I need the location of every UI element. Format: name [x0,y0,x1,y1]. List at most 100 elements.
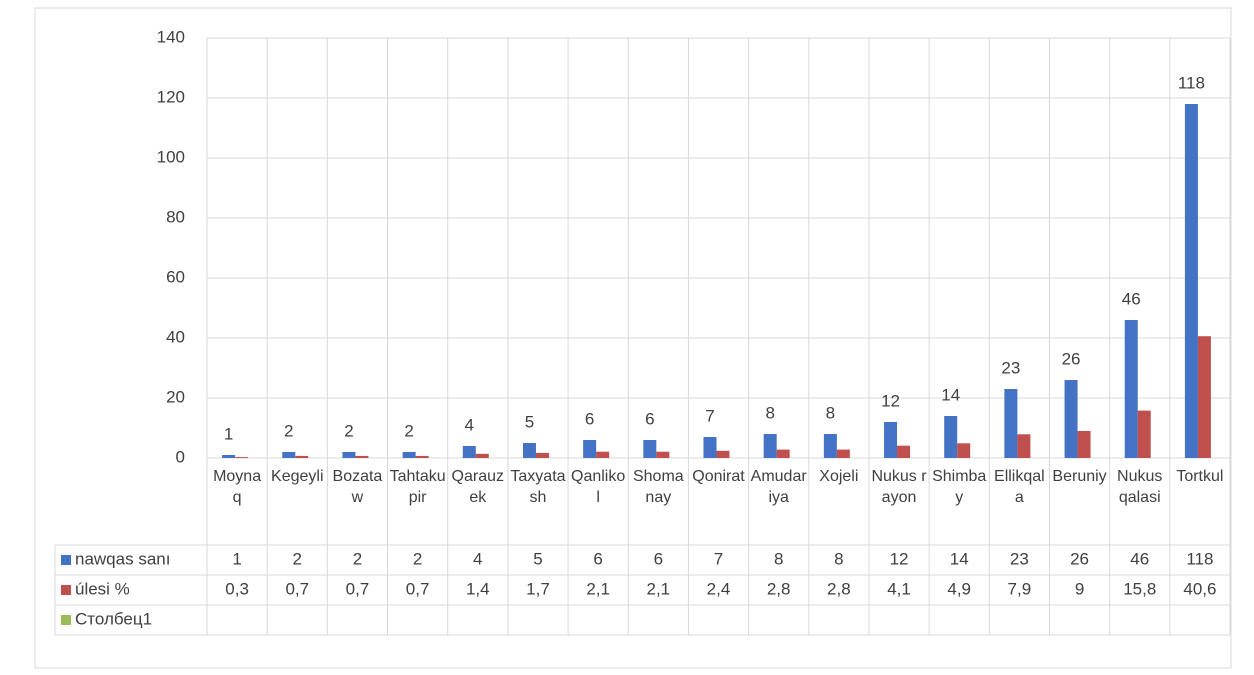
bar [295,455,309,458]
table-cell: 4,1 [887,579,911,598]
data-label: 12 [881,391,900,410]
table-cell: 0,7 [285,579,309,598]
x-tick-label: Tahtakupir [389,468,446,506]
table-cell: 0,7 [406,579,430,598]
bar [716,450,730,458]
bar [535,452,549,458]
legend-swatch [61,585,71,595]
data-label: 7 [705,406,714,425]
bar [522,443,536,458]
y-tick-label: 20 [166,387,185,406]
data-label: 46 [1122,289,1141,308]
x-tick-label: Qonirat [692,468,745,485]
data-label: 26 [1062,349,1081,368]
bar [1064,380,1078,458]
data-label: 2 [344,421,353,440]
bar [897,445,911,458]
table-cell: 1 [232,549,241,568]
table-cell: 6 [654,549,663,568]
bar [596,451,610,458]
y-tick-label: 40 [166,327,185,346]
table-cell: 4 [473,549,482,568]
bar [342,452,356,458]
bar [957,443,971,458]
bar [462,446,476,458]
table-cell: 8 [774,549,783,568]
table-cell: 2,1 [586,579,610,598]
legend-label: Столбец1 [75,609,152,628]
table-cell: 14 [950,549,969,568]
x-tick-label: Qanlikol [571,468,626,506]
bar [1077,431,1091,458]
table-cell: 0,3 [225,579,249,598]
table-cell: 4,9 [947,579,971,598]
data-label: 1 [224,424,233,443]
bar [222,455,236,458]
data-label: 8 [826,403,835,422]
table-cell: 23 [1010,549,1029,568]
table-cell: 2 [413,549,422,568]
bar [763,434,777,458]
x-tick-label: Tortkul [1176,468,1224,485]
data-label: 8 [765,403,774,422]
data-label: 2 [284,421,293,440]
x-tick-label: Shomanay [632,468,684,506]
data-label: 6 [645,409,654,428]
table-cell: 9 [1075,579,1084,598]
data-label: 2 [404,421,413,440]
x-tick-label: Kegeyli [271,468,324,485]
x-tick-label: Moynaq [213,468,262,506]
bar [1184,104,1198,458]
bar [1124,320,1138,458]
data-label: 118 [1178,73,1205,92]
bar [355,455,369,458]
table-cell: 2,8 [827,579,851,598]
legend-label: nawqas sanı [75,549,170,568]
table-cell: 7,9 [1008,579,1032,598]
table-cell: 2 [353,549,362,568]
data-label: 4 [465,415,474,434]
chart-frame [34,7,1232,669]
y-tick-label: 60 [166,267,185,286]
table-cell: 40,6 [1183,579,1216,598]
table-cell: 1,7 [526,579,550,598]
x-tick-label: Shimbay [932,468,987,506]
x-tick-label: Taxyatash [510,468,566,506]
x-tick-label: Beruniy [1052,468,1107,485]
data-label: 23 [1001,358,1020,377]
table-cell: 8 [834,549,843,568]
bar [703,437,717,458]
bar [944,416,958,458]
y-tick-label: 120 [157,87,185,106]
table-cell: 7 [714,549,723,568]
table-cell: 5 [533,549,542,568]
bar [836,449,850,458]
bar [776,449,790,458]
table-cell: 0,7 [346,579,370,598]
table-cell: 6 [593,549,602,568]
legend-swatch [61,555,71,565]
bar [402,452,416,458]
bar [415,455,429,458]
bar [583,440,597,458]
bar [282,452,296,458]
table-cell: 2,1 [647,579,671,598]
y-tick-label: 140 [157,27,185,46]
table-cell: 26 [1070,549,1089,568]
bar [823,434,837,458]
x-tick-label: Xojeli [819,468,859,485]
table-cell: 2,8 [767,579,791,598]
data-label: 14 [941,385,960,404]
table-cell: 2,4 [707,579,731,598]
bar [656,451,670,458]
x-tick-label: Nukus qalasi [1117,468,1163,506]
legend-label: úlesi % [75,579,130,598]
x-tick-label: Amudariya [750,468,807,506]
data-label: 5 [525,412,534,431]
data-label: 6 [585,409,594,428]
y-tick-label: 100 [157,147,185,166]
bar [1017,434,1031,458]
y-tick-label: 0 [176,447,185,466]
